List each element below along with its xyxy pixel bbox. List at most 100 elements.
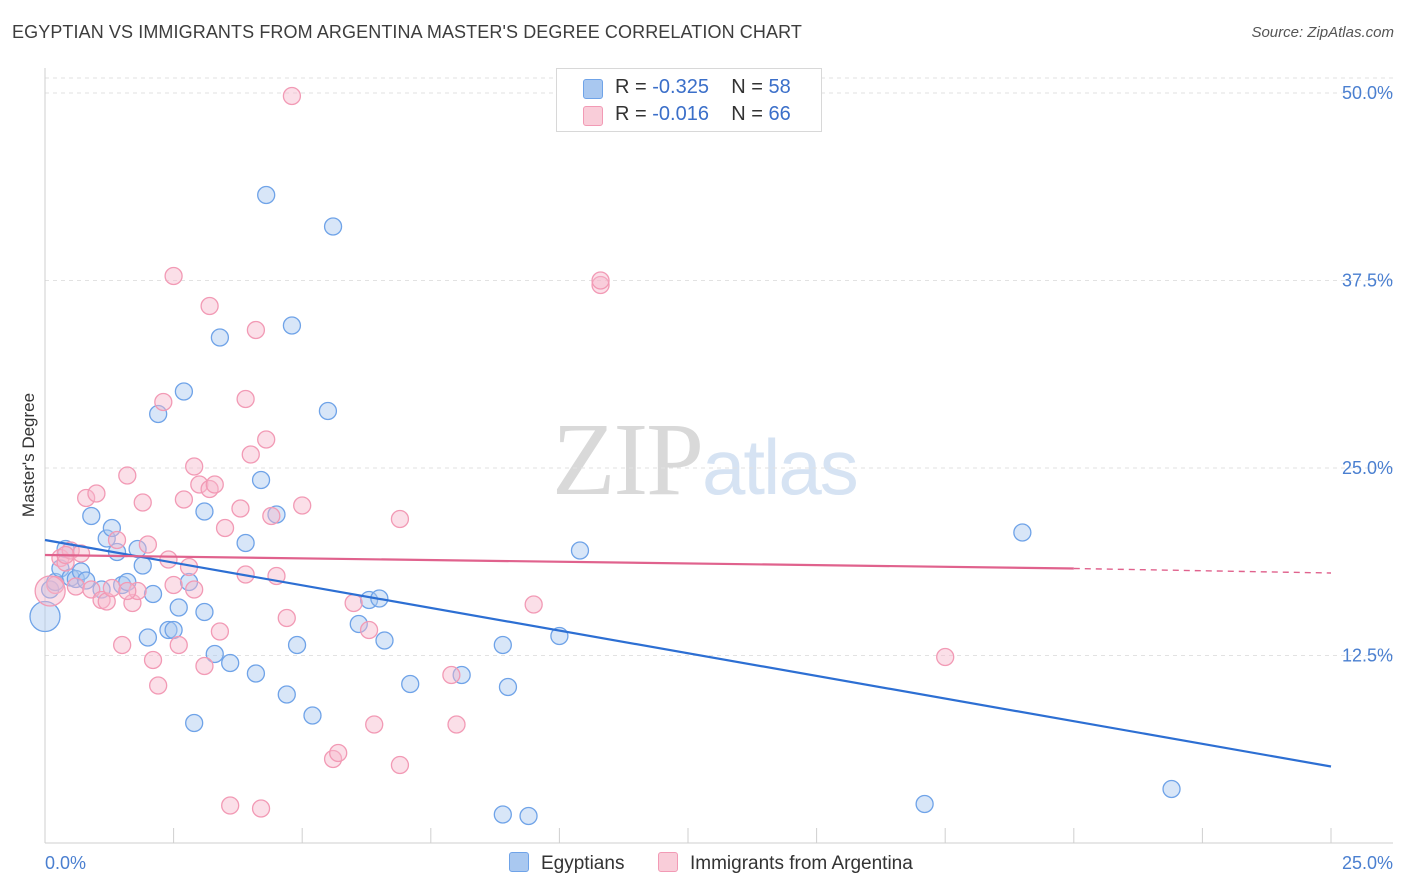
argentina-point — [359, 620, 379, 640]
argentina-point — [442, 665, 461, 685]
legend-n-label: N = — [731, 103, 769, 125]
egyptians-point — [205, 644, 224, 664]
argentina-point — [164, 575, 183, 595]
legend-n-value: 58 — [768, 76, 791, 98]
egyptians-point — [133, 556, 152, 575]
egyptians-point — [128, 539, 147, 559]
trend-lines — [44, 538, 1332, 768]
egyptians-point — [138, 628, 158, 647]
argentina-point — [138, 535, 158, 554]
axes — [44, 68, 1393, 844]
egyptians-point — [221, 653, 240, 673]
argentina-point — [195, 656, 214, 676]
egyptians-point — [82, 506, 101, 526]
argentina-point — [591, 271, 610, 290]
argentina-point — [174, 490, 194, 509]
argentina-point — [149, 676, 168, 695]
egyptians-point — [185, 713, 204, 733]
axis-labels: 12.5% 25.0% 37.5% 50.0% 0.0% 25.0% Master's De… — [19, 83, 1393, 873]
egyptians-point — [257, 185, 276, 205]
egyptians-point — [519, 806, 538, 826]
egyptians-point — [236, 533, 255, 553]
bottom-legend-argentina: Immigrants from Argentina — [658, 852, 913, 875]
egyptians-point — [169, 598, 188, 617]
x-tick-label: 0.0% — [45, 853, 86, 873]
bottom-legend-label-argentina: Immigrants from Argentina — [690, 853, 913, 874]
egyptians-point — [29, 600, 61, 633]
argentina-point — [107, 530, 127, 550]
argentina-points — [34, 86, 955, 818]
argentina-point — [365, 715, 384, 734]
bottom-legend-label-egyptians: Egyptians — [541, 853, 625, 874]
argentina-point — [277, 608, 296, 628]
egyptians-point — [915, 794, 934, 814]
argentina-point — [123, 593, 142, 613]
argentina-point — [390, 509, 410, 529]
argentina-point — [113, 635, 132, 655]
egyptians-point — [493, 635, 512, 655]
egyptians-point — [102, 518, 122, 538]
argentina-point — [77, 488, 96, 508]
argentina-point — [241, 445, 260, 464]
egyptians-point — [246, 664, 266, 683]
egyptians-point — [318, 401, 338, 421]
egyptians-point — [149, 404, 168, 424]
bottom-legend-swatch-egyptians — [509, 852, 529, 872]
legend-swatch-egyptians — [583, 79, 603, 99]
y-axis-title: Master's Degree — [19, 393, 38, 517]
argentina-point — [128, 581, 147, 601]
egyptians-points — [29, 185, 1181, 826]
argentina-point — [118, 581, 137, 601]
argentina-point — [190, 475, 209, 494]
argentina-point — [293, 496, 312, 515]
argentina-point — [143, 650, 163, 670]
egyptians-point — [1013, 523, 1032, 542]
argentina-point — [251, 799, 271, 818]
argentina-point — [185, 457, 204, 476]
bottom-legend-egyptians: Egyptians — [509, 852, 624, 875]
argentina-point — [246, 320, 266, 340]
argentina-point — [344, 593, 363, 613]
watermark: ZIPatlas — [552, 400, 859, 519]
egyptians-point — [195, 602, 214, 622]
argentina-point — [66, 577, 86, 596]
legend-n-value: 66 — [768, 103, 791, 125]
argentina-point — [34, 575, 66, 607]
egyptians-point — [401, 674, 420, 694]
egyptians-point — [452, 665, 471, 685]
y-tick-label: 37.5% — [1342, 271, 1393, 291]
argentina-point — [56, 553, 75, 572]
egyptians-point — [210, 328, 230, 347]
argentina-point — [200, 296, 219, 316]
source-label: Source: ZipAtlas.com — [1251, 24, 1394, 41]
egyptians-trend-line — [44, 538, 1332, 768]
argentina-point — [169, 635, 188, 655]
legend-r-value: -0.325 — [652, 76, 709, 98]
argentina-point — [102, 578, 122, 598]
argentina-point — [97, 592, 116, 611]
argentina-point — [215, 518, 235, 538]
egyptians-point — [277, 685, 296, 704]
argentina-point — [231, 499, 250, 518]
argentina-point — [390, 755, 410, 775]
x-tick-label: 25.0% — [1342, 853, 1393, 873]
argentina-point — [159, 550, 178, 569]
egyptians-point — [1162, 779, 1181, 799]
chart-title: EGYPTIAN VS IMMIGRANTS FROM ARGENTINA MA… — [12, 22, 802, 42]
watermark-zip: ZIP — [552, 402, 704, 517]
legend-r-label: R = — [615, 76, 653, 98]
egyptians-point — [570, 541, 590, 560]
argentina-point — [185, 580, 204, 599]
egyptians-point — [159, 620, 178, 640]
argentina-point — [164, 266, 183, 286]
argentina-point — [524, 595, 543, 614]
egyptians-point — [493, 805, 512, 824]
egyptians-point — [375, 631, 394, 650]
argentina-point — [154, 392, 173, 412]
egyptians-point — [195, 502, 214, 521]
argentina-point — [210, 622, 230, 641]
argentina-point — [282, 86, 302, 106]
argentina-point — [205, 475, 224, 494]
argentina-point — [447, 715, 466, 734]
